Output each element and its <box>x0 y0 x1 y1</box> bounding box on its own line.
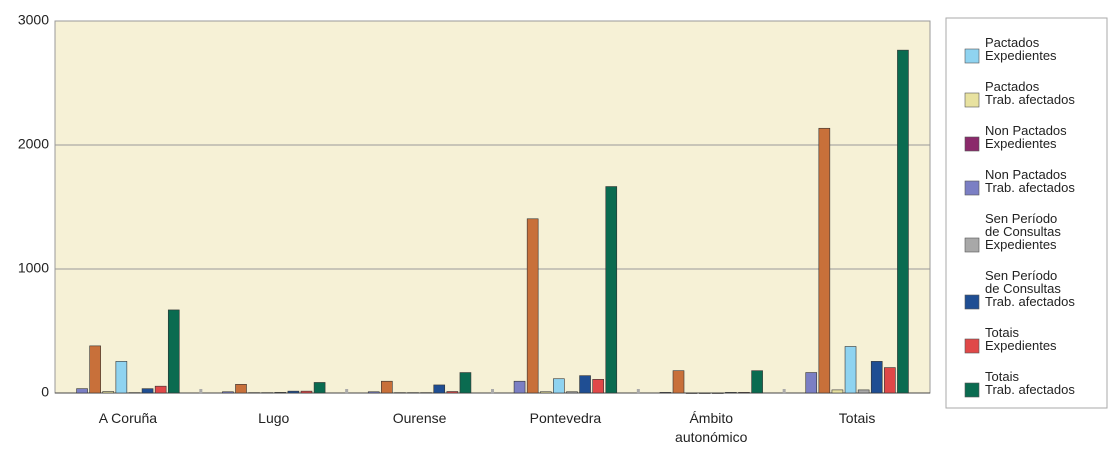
bar <box>605 186 618 394</box>
bar <box>248 392 260 394</box>
bar <box>553 378 565 394</box>
legend-swatch <box>964 294 980 310</box>
x-tick-label: Totais <box>839 410 876 426</box>
bar <box>128 392 141 394</box>
x-tick-label: Ámbito autonómico <box>675 410 748 445</box>
bar <box>407 392 419 394</box>
bar <box>446 391 459 394</box>
y-tick-label: 0 <box>41 384 49 400</box>
bar <box>459 372 472 394</box>
bar <box>102 391 115 394</box>
bar <box>154 385 167 394</box>
bar <box>235 384 247 394</box>
y-tick-label: 3000 <box>18 12 49 28</box>
legend-swatch <box>964 92 980 108</box>
bar <box>89 345 101 394</box>
bar <box>592 379 604 394</box>
bar <box>526 218 539 394</box>
x-tick-label: Pontevedra <box>530 410 602 426</box>
bar <box>76 388 88 394</box>
bar <box>579 375 591 394</box>
legend-label: Pactados Expedientes <box>985 35 1057 63</box>
bar <box>698 392 711 394</box>
bar <box>857 389 870 394</box>
bar <box>805 372 818 394</box>
bar <box>167 309 180 394</box>
legend-label: Totais Expedientes <box>985 325 1057 353</box>
bar <box>844 346 857 394</box>
bar <box>751 370 763 394</box>
bar <box>725 392 737 394</box>
y-tick-label: 2000 <box>18 136 49 152</box>
legend-label: Totais Trab. afectados <box>985 369 1075 397</box>
x-tick-label: Lugo <box>258 410 289 426</box>
legend-swatch <box>964 338 980 354</box>
bar <box>672 370 685 394</box>
legend-label: Non Pactados Expedientes <box>985 123 1067 151</box>
bar <box>513 380 526 394</box>
bar <box>313 382 326 394</box>
legend-label: Pactados Trab. afectados <box>985 79 1075 107</box>
bar <box>433 384 446 394</box>
legend-swatch <box>964 48 980 64</box>
bar <box>738 392 750 394</box>
bar <box>367 391 380 394</box>
bar <box>831 389 844 394</box>
bar <box>115 361 128 394</box>
plot-area <box>54 20 931 394</box>
legend-label: Sen Período de Consultas Expedientes <box>985 211 1061 252</box>
bar <box>420 392 432 394</box>
bar <box>897 49 909 394</box>
bar <box>685 392 698 394</box>
legend-swatch <box>964 180 980 196</box>
bar <box>381 380 393 394</box>
x-tick-label: Ourense <box>393 410 447 426</box>
legend-swatch <box>964 237 980 253</box>
bar <box>394 392 406 394</box>
bar <box>261 392 274 394</box>
y-tick-label: 1000 <box>18 260 49 276</box>
legend-swatch <box>964 382 980 398</box>
legend-label: Sen Período de Consultas Trab. afectados <box>985 268 1075 309</box>
bar <box>287 390 300 394</box>
bar <box>566 391 578 394</box>
bar <box>884 367 896 394</box>
bar <box>274 392 287 394</box>
bar <box>818 127 831 394</box>
legend-swatch <box>964 136 980 152</box>
bar <box>141 388 154 394</box>
bar <box>222 391 234 394</box>
bar <box>300 390 313 394</box>
bar <box>659 392 672 394</box>
legend-label: Non Pactados Trab. afectados <box>985 167 1075 195</box>
bar <box>539 391 552 394</box>
bar <box>711 392 724 394</box>
x-tick-label: A Coruña <box>99 410 158 426</box>
bar <box>870 361 883 394</box>
